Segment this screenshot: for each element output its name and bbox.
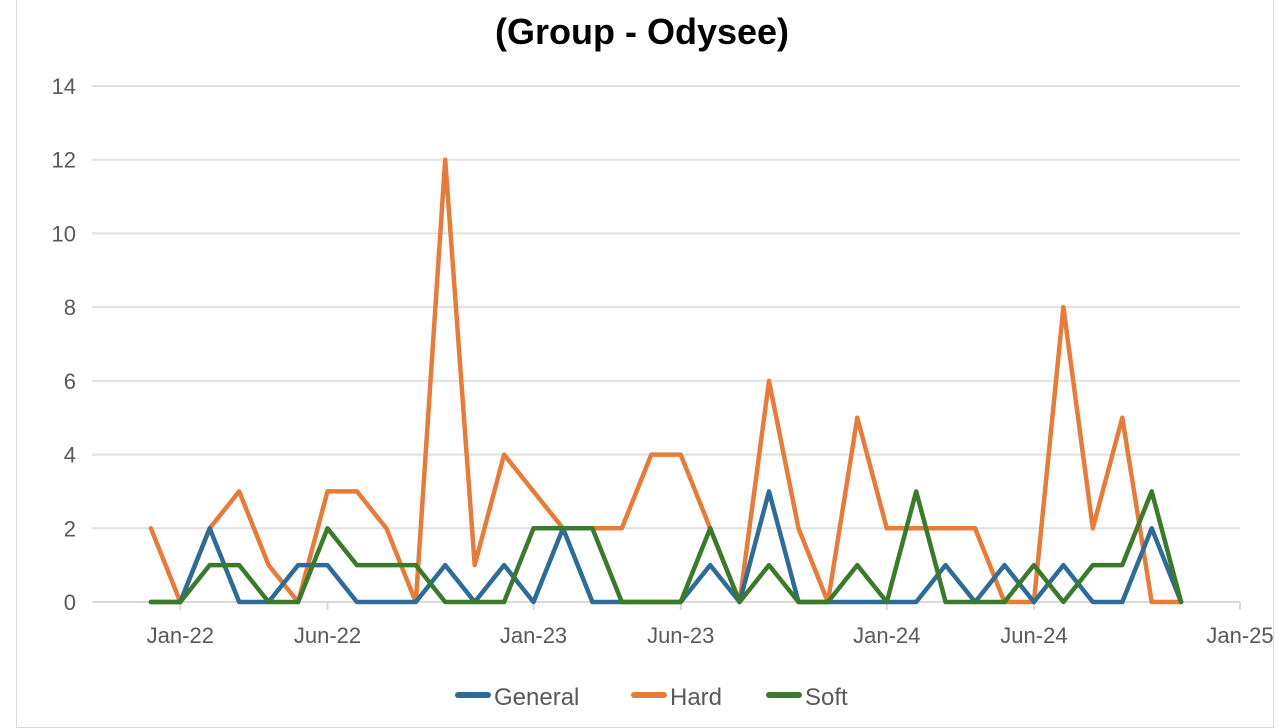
x-tick-label: Jan-23 [500, 623, 567, 648]
y-tick-label: 4 [64, 443, 76, 468]
legend-label-hard: Hard [670, 684, 722, 711]
y-axis-ticks: 0 2 4 6 8 10 12 14 [52, 74, 76, 615]
chart-title: (Group - Odysee) [495, 11, 789, 52]
x-axis-ticks: Jan-22 Jun-22 Jan-23 Jun-23 Jan-24 Jun-24 Jan-… [147, 623, 1274, 648]
x-tick-label: Jun-23 [647, 623, 714, 648]
chart-title-group: (Group - Odysee) [495, 11, 789, 52]
series-line-soft [148, 489, 1184, 605]
series-lines [148, 157, 1184, 605]
legend-label-soft: Soft [805, 684, 848, 711]
legend: General Hard Soft [455, 684, 848, 711]
x-tick-label: Jan-22 [147, 623, 214, 648]
x-tick-label: Jan-25 [1206, 623, 1273, 648]
y-tick-label: 14 [52, 74, 76, 99]
y-tick-label: 0 [64, 590, 76, 615]
series-line-hard [148, 157, 1184, 605]
x-tick-label: Jun-22 [294, 623, 361, 648]
y-tick-label: 12 [52, 148, 76, 173]
y-tick-label: 10 [52, 221, 76, 246]
gridlines [92, 85, 1240, 530]
y-tick-label: 6 [64, 369, 76, 394]
y-tick-label: 8 [64, 295, 76, 320]
x-tick-label: Jun-24 [1000, 623, 1067, 648]
legend-label-general: General [494, 684, 579, 711]
y-tick-label: 2 [64, 516, 76, 541]
x-tick-label: Jan-24 [853, 623, 920, 648]
